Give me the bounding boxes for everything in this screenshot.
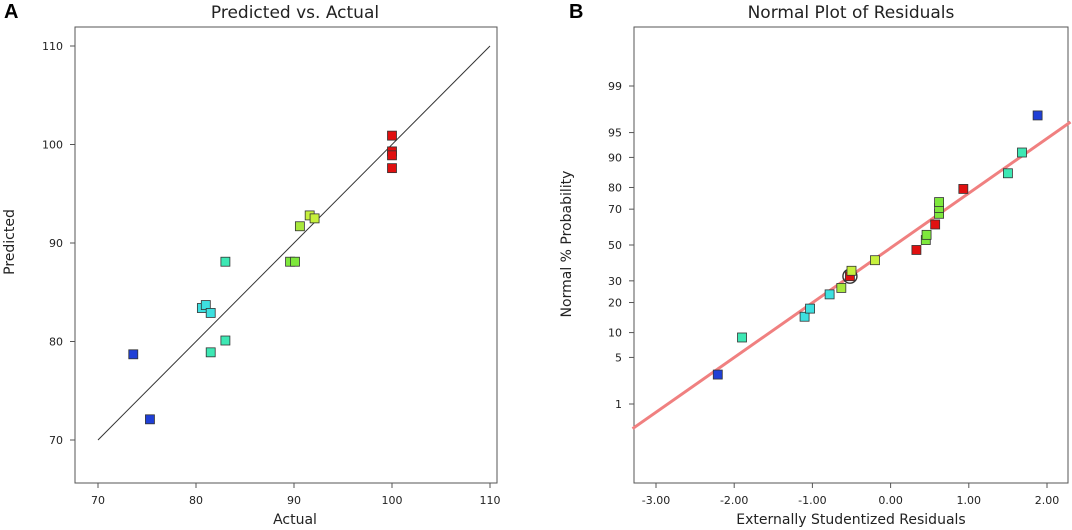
data-point-b <box>1032 110 1043 121</box>
x-tick-label-a: 80 <box>189 494 203 507</box>
y-tick-label-b: 20 <box>608 297 622 310</box>
data-point-a <box>387 130 397 141</box>
axis-ticks-b: -3.00 -2.00 -1.00 0.00 1.00 2.00 1 5 10 20 30 50 70 8… <box>608 80 1059 507</box>
x-tick-label-b: -2.00 <box>720 494 748 507</box>
y-tick-label-b: 90 <box>608 151 622 164</box>
points-a <box>128 130 397 425</box>
panel-a: A Predicted vs. Actual 70 80 90 100 110 70 80 9… <box>2 1 501 528</box>
y-tick-label-a: 100 <box>42 139 63 152</box>
x-tick-label-b: 2.00 <box>1035 494 1060 507</box>
data-point-a <box>205 347 216 358</box>
data-point-b <box>870 255 880 266</box>
plot-frame-b <box>633 26 1069 484</box>
y-axis-label-a: Predicted <box>2 209 18 275</box>
data-point-b <box>846 265 857 276</box>
y-tick-label-b: 99 <box>608 80 622 93</box>
x-tick-label-a: 110 <box>480 494 501 507</box>
y-tick-label-b: 70 <box>608 203 622 216</box>
x-axis-label-b: Externally Studentized Residuals <box>736 512 965 528</box>
panel-letter-a: A <box>4 1 18 23</box>
x-tick-label-a: 100 <box>382 494 403 507</box>
x-tick-label-b: 1.00 <box>957 494 982 507</box>
y-tick-label-a: 80 <box>49 336 63 349</box>
data-point-a <box>294 221 305 232</box>
reference-line-a <box>97 45 491 441</box>
y-tick-label-b: 95 <box>608 127 622 140</box>
data-point-a <box>220 335 231 346</box>
data-point-b <box>712 369 723 380</box>
x-tick-label-b: -1.00 <box>798 494 826 507</box>
data-point-b <box>930 219 941 230</box>
axis-ticks-a: 70 80 90 100 110 70 80 90 100 110 <box>42 40 501 507</box>
data-point-b <box>836 283 847 293</box>
y-tick-label-b: 10 <box>608 327 622 340</box>
plot-frame-a <box>74 26 498 484</box>
data-point-a <box>290 256 300 267</box>
x-tick-label-a: 70 <box>91 494 105 507</box>
data-point-a <box>128 349 139 360</box>
y-tick-label-b: 1 <box>615 398 622 411</box>
y-tick-label-a: 70 <box>49 434 63 447</box>
data-point-b <box>921 229 932 240</box>
data-point-a <box>220 256 231 267</box>
data-point-b <box>824 289 835 300</box>
y-tick-label-a: 90 <box>49 237 63 250</box>
data-point-a <box>387 163 397 174</box>
y-axis-label-b: Normal % Probability <box>559 171 575 318</box>
data-point-a <box>145 414 155 425</box>
y-tick-label-a: 110 <box>42 40 63 53</box>
data-point-b <box>737 332 747 343</box>
panel-b: B Normal Plot of Residuals -3.00 -2.00 -1.… <box>559 1 1072 528</box>
panel-letter-b: B <box>569 1 583 23</box>
data-point-b <box>799 311 810 322</box>
y-tick-label-b: 80 <box>608 181 622 194</box>
data-point-a <box>309 213 320 224</box>
y-tick-label-b: 50 <box>608 239 622 252</box>
data-point-b <box>911 245 922 255</box>
x-tick-label-b: -3.00 <box>642 494 670 507</box>
chart-title-a: Predicted vs. Actual <box>211 3 379 23</box>
data-point-b <box>934 197 944 207</box>
x-axis-label-a: Actual <box>273 512 317 528</box>
data-point-b <box>1003 168 1013 179</box>
x-tick-label-b: 0.00 <box>878 494 903 507</box>
data-point-b <box>958 184 969 194</box>
points-b <box>712 110 1043 380</box>
chart-title-b: Normal Plot of Residuals <box>748 3 955 23</box>
y-tick-label-b: 5 <box>615 351 622 364</box>
y-tick-label-b: 30 <box>608 275 622 288</box>
data-point-a <box>205 308 216 318</box>
data-point-a <box>387 150 397 161</box>
data-point-b <box>805 303 815 314</box>
data-point-b <box>1017 147 1027 158</box>
x-tick-label-a: 90 <box>287 494 301 507</box>
